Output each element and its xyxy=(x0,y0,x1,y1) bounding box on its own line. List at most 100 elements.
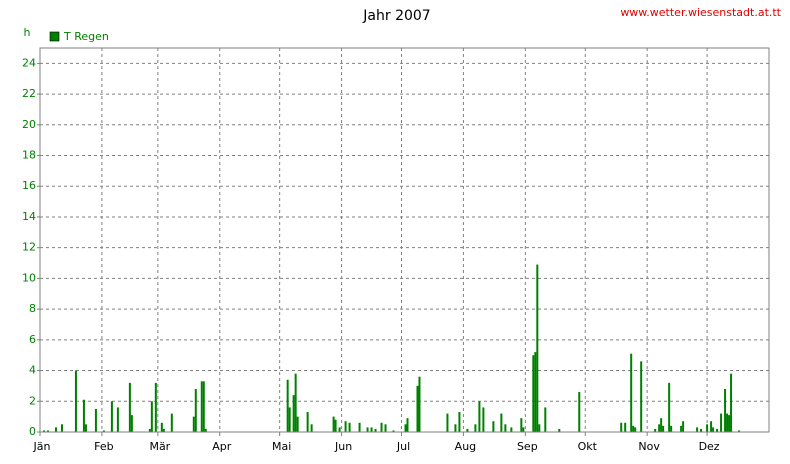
bar xyxy=(94,408,97,432)
bar xyxy=(194,388,197,432)
bar xyxy=(640,361,643,432)
bar xyxy=(162,428,165,432)
bar xyxy=(82,399,85,432)
chart-title: Jahr 2007 xyxy=(362,8,430,24)
x-tick-label: Jul xyxy=(396,440,410,453)
bar xyxy=(46,430,49,432)
bar xyxy=(500,413,503,432)
bar xyxy=(522,427,525,432)
x-tick-label: Mär xyxy=(149,440,170,453)
bar xyxy=(700,428,703,432)
bar xyxy=(150,401,153,432)
bars xyxy=(42,264,741,432)
bar xyxy=(726,413,729,432)
bar xyxy=(74,370,77,432)
bar xyxy=(660,418,663,432)
bar xyxy=(662,425,665,432)
bar xyxy=(710,421,713,432)
y-tick-label: 12 xyxy=(22,241,36,254)
bar xyxy=(286,379,289,432)
y-tick-label: 2 xyxy=(29,394,36,407)
x-tick-label: Sep xyxy=(517,440,538,453)
bar xyxy=(730,373,733,432)
y-tick-label: 4 xyxy=(29,364,36,377)
bar xyxy=(54,427,57,432)
bar xyxy=(624,422,627,432)
bar xyxy=(716,428,719,432)
plot-frame xyxy=(39,47,770,433)
x-tick-label: Feb xyxy=(94,440,113,453)
bar xyxy=(404,424,407,432)
bar xyxy=(60,424,63,432)
bar xyxy=(306,412,309,432)
bar xyxy=(620,422,623,432)
bar xyxy=(116,407,119,432)
legend-swatch xyxy=(49,31,60,42)
bar xyxy=(200,381,203,432)
bar xyxy=(366,427,369,432)
bar xyxy=(558,428,561,432)
x-tick-label: Aug xyxy=(455,440,476,453)
bar xyxy=(154,382,157,432)
bar xyxy=(130,415,133,432)
bar xyxy=(724,388,727,432)
bar xyxy=(682,421,685,432)
y-tick-label: 6 xyxy=(29,333,36,346)
bar xyxy=(538,424,541,432)
bar xyxy=(170,413,173,432)
bar xyxy=(406,418,409,432)
bar xyxy=(374,428,377,432)
bar xyxy=(478,401,481,432)
bar xyxy=(458,412,461,432)
bar xyxy=(670,425,673,432)
bar xyxy=(344,421,347,432)
bar xyxy=(348,422,351,432)
bar xyxy=(504,424,507,432)
legend-label: T Regen xyxy=(63,30,109,43)
grid xyxy=(39,48,769,433)
bar xyxy=(310,424,313,432)
bar xyxy=(454,424,457,432)
bar xyxy=(160,422,163,432)
bar xyxy=(338,427,341,432)
y-tick-label: 14 xyxy=(22,210,36,223)
y-tick-label: 16 xyxy=(22,179,36,192)
bar xyxy=(632,425,635,432)
x-tick-label: Nov xyxy=(638,440,660,453)
bar xyxy=(102,430,105,432)
bar xyxy=(680,425,683,432)
bar xyxy=(296,416,299,432)
x-tick-label: Jän xyxy=(33,440,51,453)
bar xyxy=(416,385,419,432)
bar xyxy=(292,395,295,432)
bar xyxy=(532,355,535,432)
bar xyxy=(634,427,637,432)
bar xyxy=(492,421,495,432)
bar xyxy=(128,382,131,432)
bar xyxy=(668,382,671,432)
bar xyxy=(706,424,709,432)
y-axis-label: h xyxy=(24,26,31,39)
x-tick-label: Apr xyxy=(212,440,232,453)
bar xyxy=(358,422,361,432)
bar xyxy=(334,419,337,432)
y-tick-label: 8 xyxy=(29,302,36,315)
bar xyxy=(202,381,205,432)
bar xyxy=(510,427,513,432)
x-tick-label: Dez xyxy=(699,440,720,453)
bar xyxy=(332,416,335,432)
bar xyxy=(446,413,449,432)
bar xyxy=(578,392,581,432)
y-tick-label: 24 xyxy=(22,56,36,69)
x-tick-label: Mai xyxy=(272,440,291,453)
bar xyxy=(288,407,291,432)
bar xyxy=(392,430,395,432)
bar xyxy=(728,415,731,432)
bar xyxy=(418,376,421,432)
source-link[interactable]: www.wetter.wiesenstadt.at.tt xyxy=(620,6,781,19)
bar xyxy=(380,422,383,432)
bar xyxy=(544,407,547,432)
bar xyxy=(720,413,723,432)
